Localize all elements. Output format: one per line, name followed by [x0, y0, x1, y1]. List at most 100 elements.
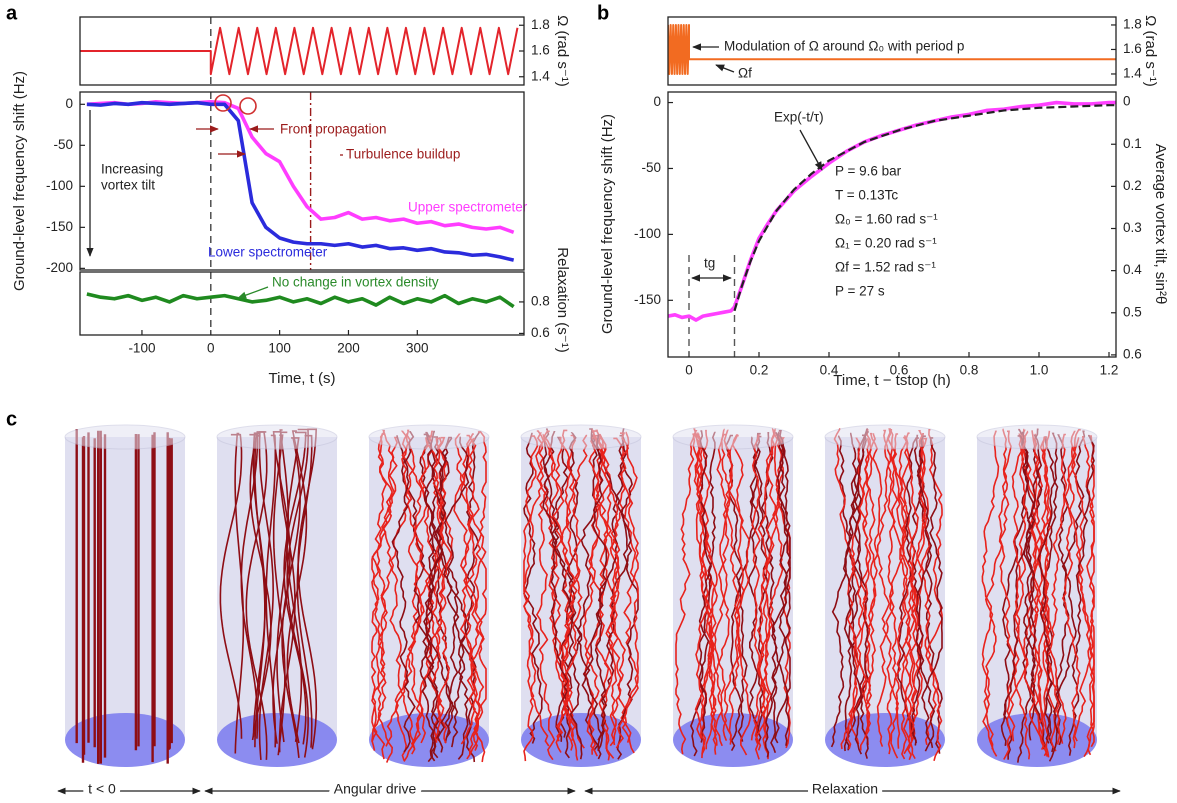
vortex-line: [1061, 437, 1081, 749]
y-tick-label: -150: [634, 292, 661, 307]
data-line: [86, 292, 515, 309]
y-tick-label: 1.4: [531, 68, 550, 83]
vortex-line: [918, 438, 943, 754]
vortex-line: [424, 437, 454, 744]
y-tick-label: 0.4: [1123, 262, 1142, 277]
annotation-shape: [239, 97, 257, 115]
cylinder: [64, 424, 186, 767]
vortex-line: [459, 433, 480, 745]
vortex-line: [1049, 433, 1068, 745]
vortex-line: [1030, 433, 1045, 750]
y-axis-label: Ground-level frequency shift (Hz): [11, 71, 28, 291]
data-line: [80, 26, 519, 76]
cylinder-top: [64, 424, 186, 450]
x-tick-label: 200: [337, 341, 360, 356]
x-tick-label: 0.4: [820, 363, 839, 378]
y-tick-label: -100: [46, 178, 73, 193]
vortex-line: [693, 433, 718, 750]
x-tick-label: 0.6: [890, 363, 909, 378]
vortex-line: [748, 436, 762, 743]
vortex-line: [433, 436, 477, 763]
vortex-line: [377, 436, 398, 763]
data-line: [86, 100, 515, 262]
vortex-line: [889, 432, 911, 759]
vortex-line: [234, 432, 245, 754]
vortex-line: [869, 432, 901, 749]
vortex-line: [454, 433, 480, 755]
vortex-line: [731, 434, 752, 756]
annotation: T = 0.13Tc: [835, 188, 898, 203]
vortex-line: [431, 436, 446, 743]
cylinder-top: [672, 424, 794, 450]
vortex-line: [1021, 429, 1045, 741]
vortex-line: [1011, 433, 1031, 760]
vortex-line: [690, 430, 713, 757]
annotation: P = 9.6 bar: [835, 164, 902, 179]
y-axis-label: Ω (rad s⁻¹): [1142, 15, 1159, 87]
vortex-line: [436, 436, 470, 753]
vortex-line: [592, 434, 608, 741]
vortex-line: [615, 432, 639, 749]
vortex-line: [910, 434, 933, 746]
cylinder-top: [216, 424, 338, 450]
vortex-line: [855, 437, 872, 739]
cylinder-top: [368, 424, 490, 450]
vortex-line: [1048, 430, 1086, 762]
y-tick-label: -200: [46, 260, 73, 275]
vortex-line: [542, 428, 583, 760]
vortex-line: [722, 434, 745, 741]
y-axis-label: Ground-level frequency shift (Hz): [599, 114, 616, 334]
vortex-line: [713, 428, 732, 745]
vortex-line: [245, 431, 268, 760]
cylinder: [368, 424, 490, 767]
vortex-line: [276, 429, 289, 743]
vortex-line: [723, 429, 741, 741]
annotation: Ωf: [738, 66, 752, 81]
vortex-line: [462, 438, 487, 760]
vortex-line: [1039, 436, 1052, 758]
vortex-line: [1011, 430, 1049, 757]
vortex-line: [694, 433, 710, 755]
plot-area: [86, 92, 515, 270]
y-tick-label: 0: [653, 94, 661, 109]
y-tick-label: 1.8: [531, 17, 550, 32]
y-tick-label: -100: [634, 226, 661, 241]
vortex-line: [371, 429, 398, 751]
y-tick-label: 1.6: [1123, 41, 1142, 56]
plot-frame: [79, 271, 525, 336]
annotation: Modulation of Ω around Ω₀ with period p: [724, 39, 964, 54]
vortex-line: [555, 436, 583, 753]
x-tick-label: 0.2: [750, 363, 769, 378]
vortex-line: [385, 430, 437, 747]
x-tick-label: 0: [685, 363, 693, 378]
vortex-line: [750, 429, 777, 741]
cylinder-top: [520, 424, 642, 450]
vortex-line: [423, 433, 470, 760]
vortex-line: [523, 435, 539, 762]
x-tick-label: 0: [207, 341, 215, 356]
x-tick-label: 1.2: [1100, 363, 1119, 378]
vortex-line: [249, 435, 272, 741]
cylinder: [520, 424, 642, 767]
vortex-line: [621, 431, 639, 743]
plot-frame: [667, 16, 1117, 86]
data-line: [668, 23, 1116, 75]
vortex-line: [837, 435, 856, 752]
vortex-line: [1073, 435, 1095, 742]
vortex-line: [833, 428, 864, 750]
y-tick-label: 0.1: [1123, 136, 1142, 151]
y-tick-label: 0.3: [1123, 220, 1142, 235]
annotation-shape: [715, 64, 735, 73]
annotation: P = 27 s: [835, 284, 885, 299]
vortex-line: [219, 433, 243, 739]
vortex-line: [760, 432, 778, 754]
y-tick-label: 1.6: [531, 43, 550, 58]
y-axis-label: Relaxation (s⁻¹): [554, 247, 571, 352]
annotation: Ω₁ = 0.20 rad s⁻¹: [835, 236, 937, 251]
vortex-line: [889, 429, 918, 761]
vortex-line: [842, 432, 869, 759]
vortex-line: [675, 433, 696, 755]
y-tick-label: 0.2: [1123, 178, 1142, 193]
vortex-line: [1067, 434, 1095, 756]
